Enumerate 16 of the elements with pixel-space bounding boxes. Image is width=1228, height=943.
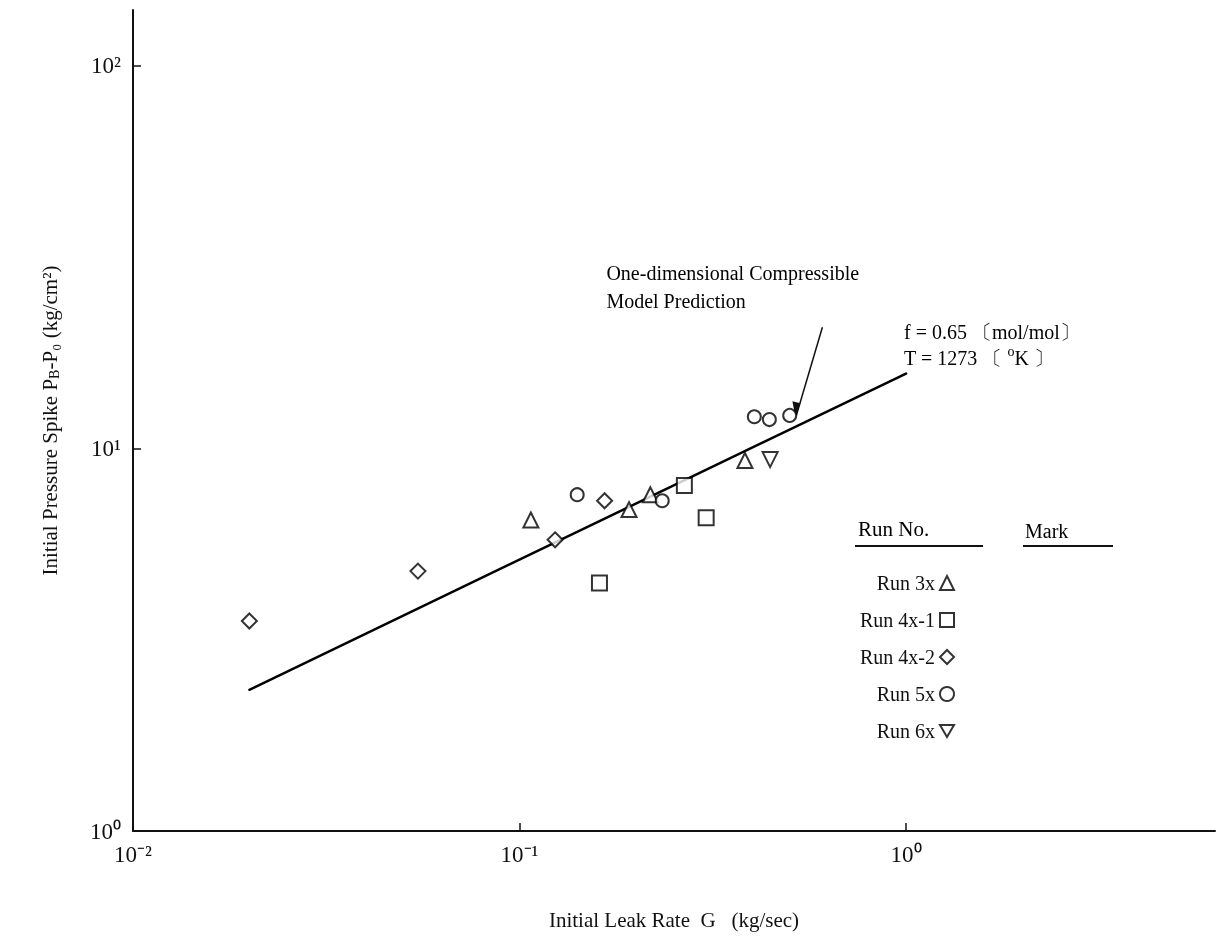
legend-label: Run 4x-1 bbox=[860, 609, 935, 631]
legend-label: Run 3x bbox=[876, 572, 935, 594]
annotation: Mark bbox=[1025, 520, 1069, 542]
legend-label: Run 6x bbox=[876, 720, 935, 742]
legend-title: Run No. bbox=[858, 516, 930, 541]
legend-label: Run 5x bbox=[876, 683, 935, 705]
x-axis-title: Initial Leak Rate G (kg/sec) bbox=[548, 907, 800, 932]
x-tick-label: 10⁰ bbox=[890, 842, 922, 867]
legend-label: Run 4x-2 bbox=[860, 646, 935, 668]
y-axis-title: Initial Pressure Spike PB-P₀ (kg/cm²) bbox=[37, 265, 62, 576]
y-tick-label: 10¹ bbox=[91, 435, 122, 461]
y-tick-label: 10² bbox=[91, 53, 122, 79]
x-tick-label: 10⁻² bbox=[114, 842, 153, 867]
y-tick-label: 10⁰ bbox=[90, 818, 121, 844]
annotation: One-dimensional Compressible Model Prediction bbox=[606, 262, 860, 313]
x-tick-label: 10⁻¹ bbox=[500, 842, 539, 867]
